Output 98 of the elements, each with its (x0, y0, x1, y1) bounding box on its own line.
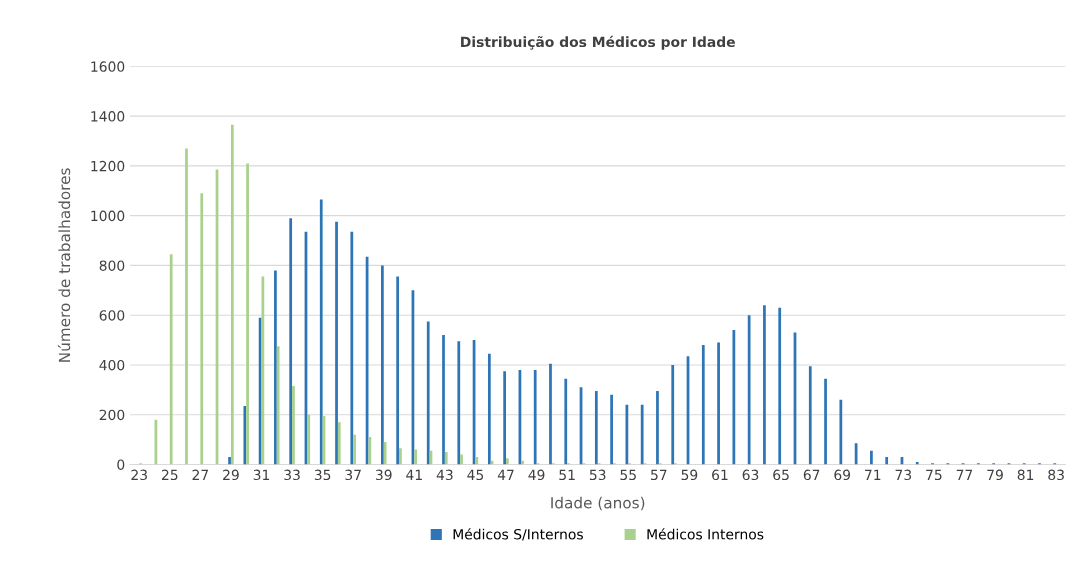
x-tick-label: 57 (651, 469, 667, 481)
bar (747, 315, 751, 465)
x-tick-label: 43 (436, 469, 453, 481)
chart-title: Distribuição dos Médicos por Idade (461, 35, 735, 50)
x-tick-label: 79 (987, 469, 1003, 481)
legend-label: Médicos Internos (647, 528, 764, 540)
legend-label: Médicos S/Internos (453, 528, 583, 541)
bar (824, 378, 827, 465)
bar (399, 448, 402, 465)
y-tick-label: 1000 (91, 210, 125, 222)
x-tick-label: 23 (131, 469, 147, 481)
bar (610, 394, 613, 465)
y-tick-label: 1400 (91, 111, 125, 122)
x-tick-label: 65 (773, 469, 789, 481)
x-axis-title: Idade (anos) (551, 496, 645, 511)
bar (185, 148, 188, 465)
bar (246, 163, 249, 465)
y-tick-label: 1600 (91, 61, 125, 72)
bar (200, 193, 204, 465)
x-tick-label: 61 (712, 469, 728, 481)
x-tick-label: 33 (284, 469, 300, 481)
bar (228, 457, 231, 465)
x-tick-label: 39 (375, 469, 392, 481)
bar (778, 307, 782, 465)
x-tick-label: 45 (467, 469, 484, 481)
bar (319, 199, 323, 465)
x-tick-label: 59 (681, 469, 698, 481)
bar (533, 369, 537, 465)
bar (169, 254, 173, 465)
x-tick-label: 25 (161, 469, 178, 481)
bar (839, 399, 843, 465)
bar (337, 422, 341, 465)
bar (457, 341, 461, 465)
bar (732, 330, 736, 465)
x-tick-label: 71 (865, 469, 881, 480)
bar (292, 386, 295, 465)
x-tick-label: 55 (620, 469, 636, 481)
bar (475, 457, 479, 465)
bar (594, 391, 598, 465)
bar (885, 457, 889, 465)
bar (460, 454, 463, 465)
y-tick-label: 600 (99, 310, 125, 321)
x-tick-label: 31 (253, 469, 270, 481)
bar (426, 321, 430, 465)
x-tick-label: 53 (589, 469, 606, 481)
y-tick-label: 0 (117, 459, 125, 470)
x-tick-label: 73 (895, 469, 912, 481)
bar (640, 404, 644, 465)
x-tick-label: 77 (956, 469, 973, 480)
x-tick-label: 67 (803, 469, 820, 481)
bar (442, 335, 445, 465)
bar (763, 305, 766, 465)
bar (503, 371, 507, 465)
bar (353, 434, 356, 465)
bar (274, 270, 277, 465)
bar (414, 449, 418, 465)
x-tick-label: 51 (559, 469, 575, 481)
bar (671, 364, 675, 465)
x-tick-label: 49 (528, 469, 545, 481)
x-tick-label: 81 (1017, 469, 1034, 481)
bar (564, 378, 568, 465)
bar (549, 363, 552, 465)
x-tick-label: 35 (314, 469, 331, 481)
bar (506, 458, 509, 465)
x-tick-label: 75 (926, 469, 942, 481)
bar (335, 221, 338, 465)
bar (656, 391, 659, 465)
bar (289, 218, 293, 465)
x-tick-label: 37 (345, 469, 361, 481)
x-tick-label: 29 (223, 469, 239, 481)
bar (444, 452, 448, 465)
bar (350, 231, 354, 465)
bar (487, 353, 491, 465)
bar (870, 450, 873, 465)
y-tick-label: 800 (99, 260, 125, 271)
bar (368, 437, 372, 465)
bar (521, 460, 525, 465)
bar (701, 345, 705, 465)
bar (261, 276, 265, 465)
x-tick-label: 63 (742, 469, 759, 481)
x-tick-label: 47 (497, 469, 514, 480)
bar (230, 124, 234, 465)
bar (396, 276, 400, 465)
x-tick-label: 27 (192, 469, 209, 480)
y-tick-label: 200 (99, 409, 125, 421)
x-tick-label: 41 (406, 469, 422, 480)
bar (276, 346, 280, 465)
y-tick-label: 1200 (91, 160, 125, 172)
x-tick-label: 83 (1048, 469, 1064, 481)
bar (717, 342, 720, 465)
y-axis-title: Número de trabalhadores (57, 168, 71, 362)
bar (381, 265, 384, 465)
bar (307, 414, 311, 465)
bar (808, 366, 812, 465)
x-tick-label: 69 (834, 469, 851, 481)
y-tick-label: 400 (99, 359, 125, 371)
bar (243, 406, 247, 465)
bar (383, 442, 387, 465)
